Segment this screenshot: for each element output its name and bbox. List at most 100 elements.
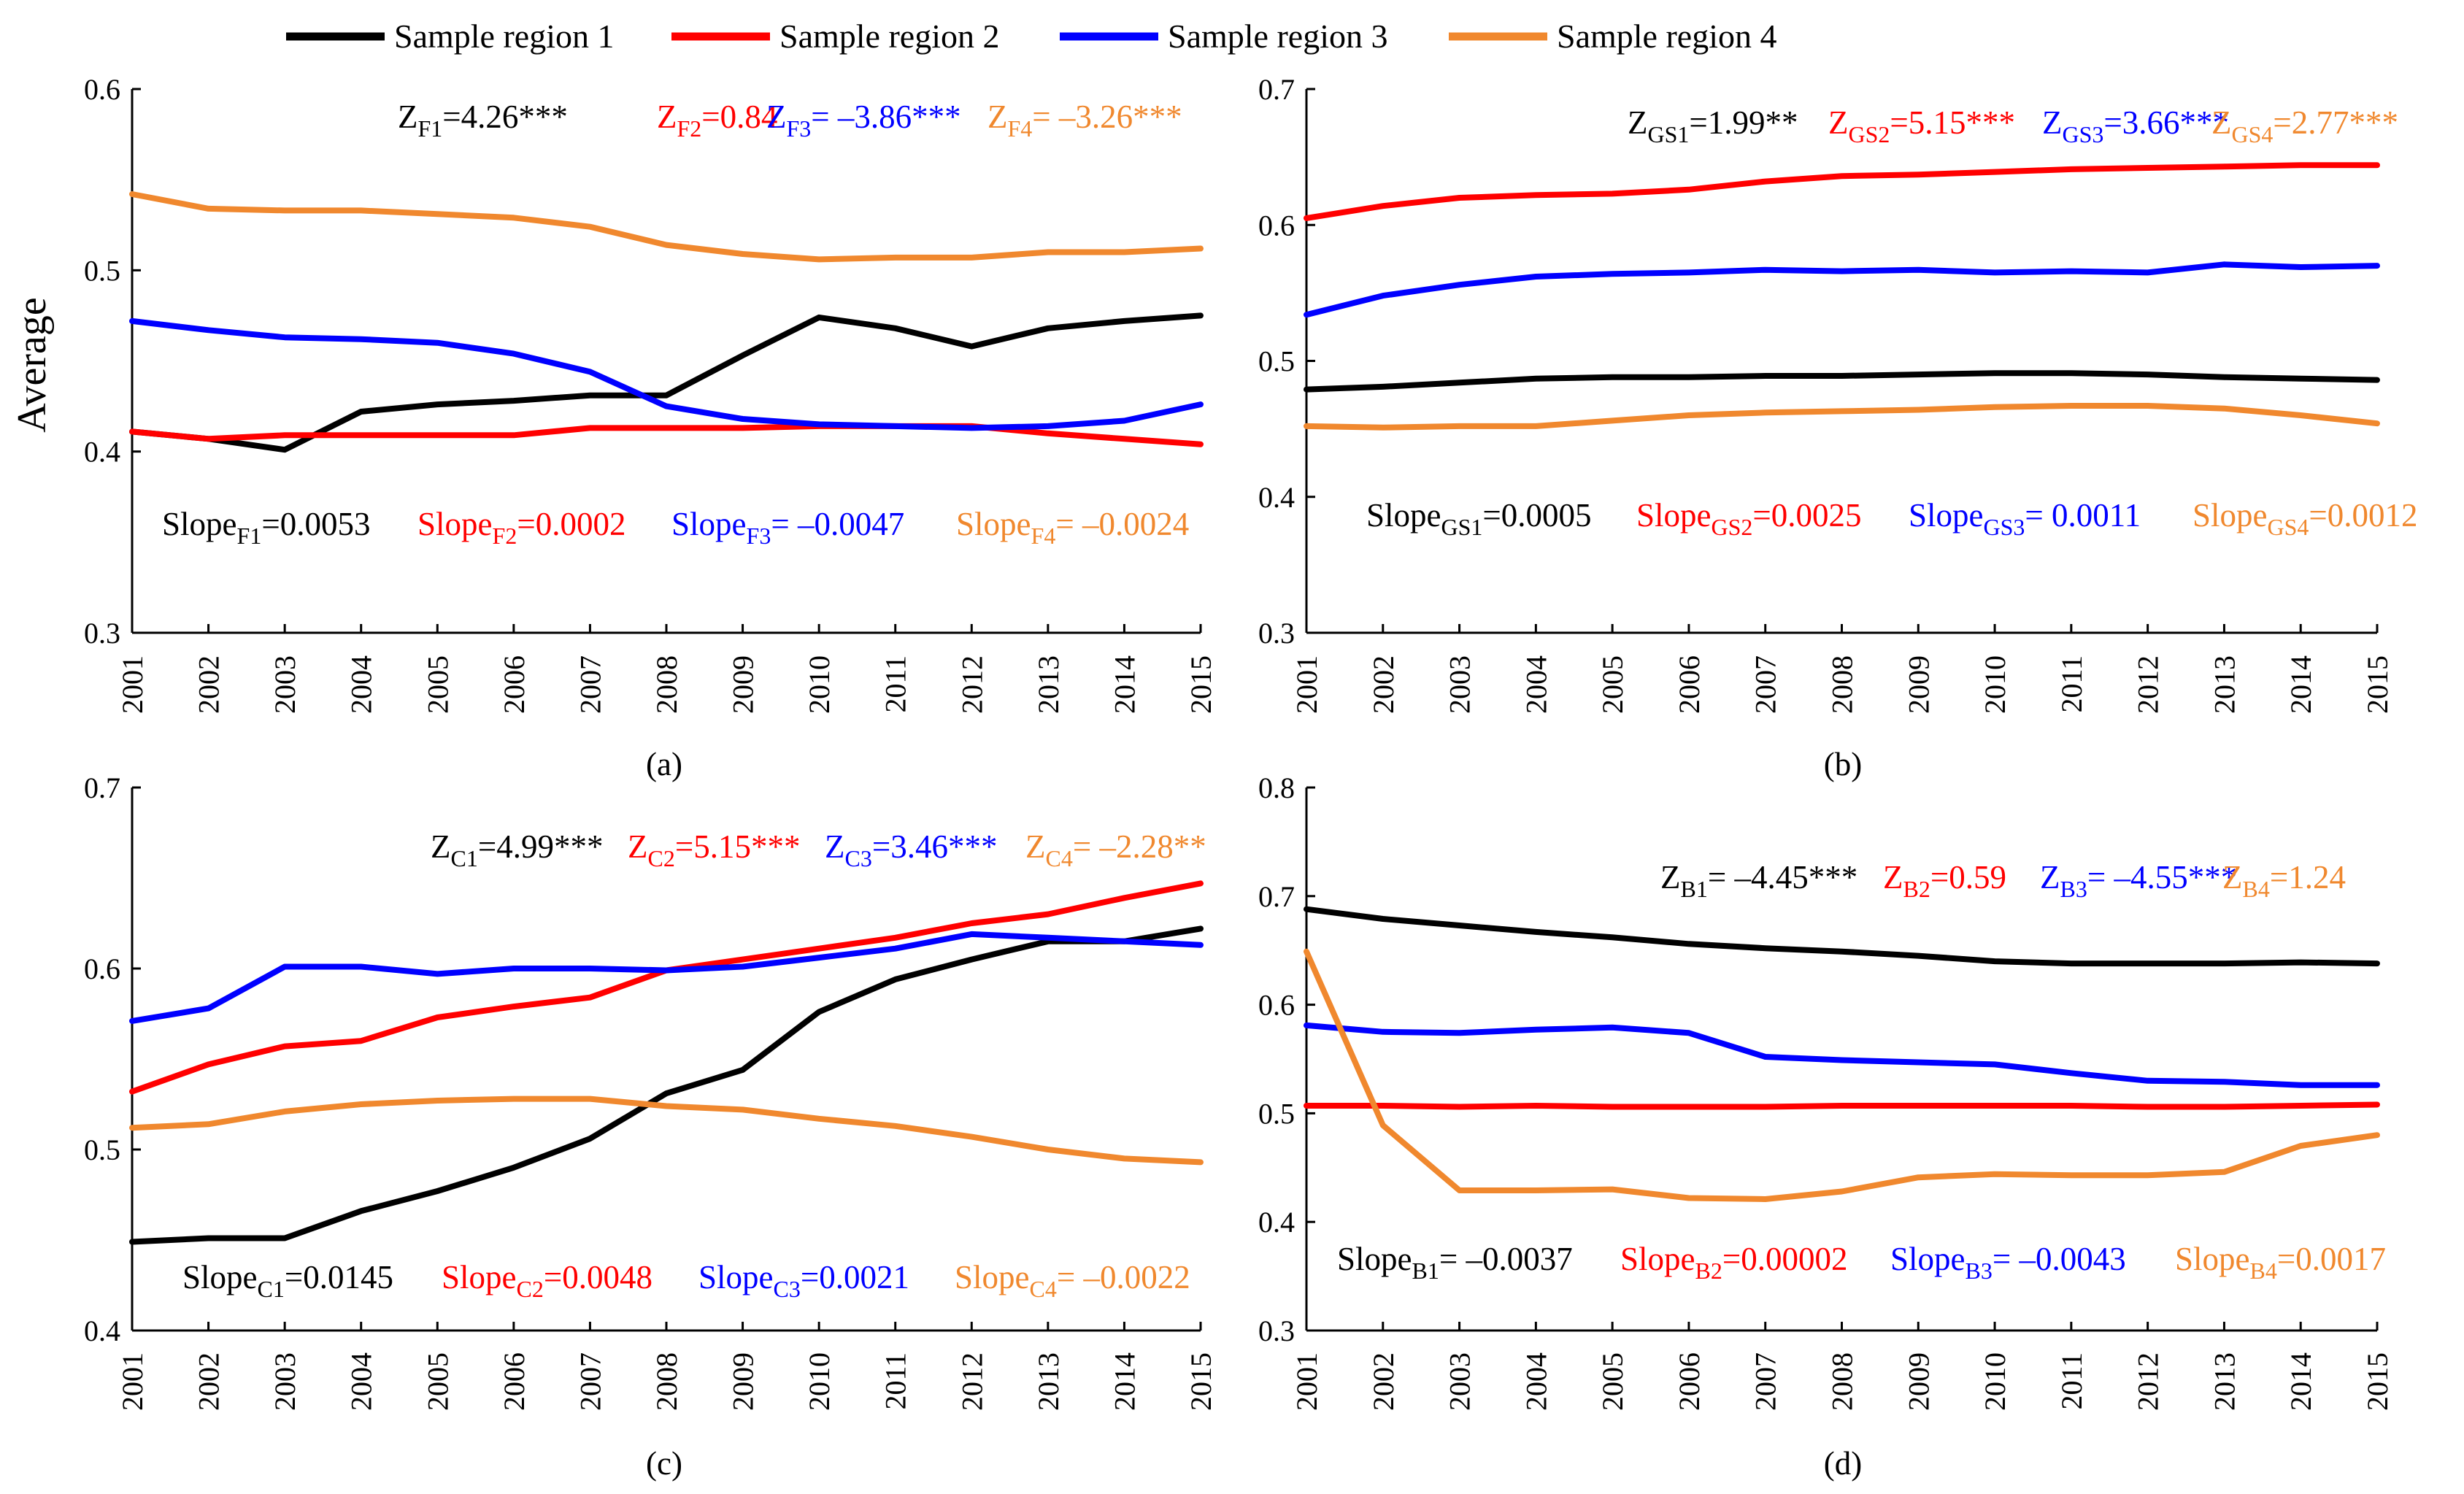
x-tick-label: 2015	[2361, 655, 2394, 714]
slope-symbol: Slope	[1337, 1241, 1412, 1277]
x-tick-label: 2013	[1032, 655, 1065, 714]
x-tick-label: 2004	[345, 1352, 378, 1411]
z-value: = –2.28**	[1073, 828, 1206, 865]
x-tick-label: 2003	[269, 655, 301, 714]
x-tick-label: 2015	[1185, 1352, 1217, 1411]
slope-symbol: Slope	[1636, 497, 1712, 534]
slope-value: = –0.0022	[1057, 1259, 1190, 1295]
series-line-region-3	[129, 931, 1204, 1024]
z-value: =2.77***	[2273, 104, 2398, 141]
x-tick-label: 2015	[1185, 655, 1217, 714]
x-tick-label: 2010	[1979, 1352, 2011, 1411]
slope-symbol: Slope	[182, 1259, 258, 1295]
series-line-region-1	[1304, 370, 2380, 393]
slope-symbol: Slope	[2192, 497, 2268, 534]
x-tick-label: 2013	[1032, 1352, 1065, 1411]
x-tick-label: 2005	[1596, 1352, 1629, 1411]
slope-value: =0.0002	[517, 506, 625, 542]
legend-label-region-3: Sample region 3	[1168, 18, 1388, 55]
slope-annotation-region-1: SlopeF1=0.0053	[162, 506, 370, 549]
z-annotation-region-4: ZF4= –3.26***	[987, 99, 1182, 142]
slope-annotation-region-1: SlopeB1= –0.0037	[1337, 1241, 1573, 1284]
chart-panel-d: 0.3 0.4 0.5 0.6 0.7 0.8 2001 2002 2003 2004 2005 20…	[1258, 771, 2394, 1482]
slope-symbol: Slope	[671, 506, 747, 542]
y-tick-label: 0.8	[1258, 771, 1295, 804]
slope-value: = –0.0043	[1993, 1241, 2126, 1277]
series-line-region-4	[1304, 403, 2380, 431]
series-group	[1304, 906, 2380, 1202]
y-tick-label: 0.4	[1258, 1206, 1295, 1239]
slope-annotation-region-3: SlopeB3= –0.0043	[1890, 1241, 2126, 1284]
z-symbol: Z	[2040, 859, 2060, 896]
slope-annotation-region-3: SlopeF3= –0.0047	[671, 506, 904, 549]
y-tick-label: 0.6	[1258, 989, 1295, 1022]
z-subscript: F4	[1008, 115, 1033, 142]
slope-subscript: B2	[1695, 1258, 1722, 1284]
x-tick-label: 2010	[1979, 655, 2011, 714]
x-tick-label: 2007	[1749, 655, 1782, 714]
slope-annotation-region-2: SlopeB2=0.00002	[1620, 1241, 1848, 1284]
x-tick-label: 2004	[345, 655, 378, 714]
z-symbol: Z	[1628, 104, 1648, 141]
slope-annotation-region-2: SlopeF2=0.0002	[417, 506, 625, 549]
z-symbol: Z	[431, 828, 451, 865]
slope-annotation-region-4: SlopeF4= –0.0024	[956, 506, 1189, 549]
slope-value: =0.0012	[2309, 497, 2417, 534]
x-tick-label: 2014	[1108, 1352, 1141, 1411]
z-annotation-region-1: ZC1=4.99***	[431, 828, 603, 871]
y-axis-title: Average	[9, 297, 55, 433]
z-annotation-region-2: ZGS2=5.15***	[1828, 104, 2015, 147]
x-tick-label: 2012	[2132, 655, 2165, 714]
series-line-region-4	[129, 1096, 1204, 1166]
slope-value: =0.0145	[285, 1259, 393, 1295]
slope-subscript: GS4	[2268, 514, 2309, 540]
x-tick-label: 2009	[727, 1352, 760, 1411]
y-tick-label: 0.3	[84, 617, 120, 650]
z-value: =5.15***	[675, 828, 801, 865]
series-line-region-3	[1304, 1022, 2380, 1088]
z-value: =4.99***	[478, 828, 604, 865]
x-tick-label: 2003	[1444, 655, 1477, 714]
z-symbol: Z	[657, 99, 677, 135]
x-tick-label: 2003	[269, 1352, 301, 1411]
x-tick-label: 2014	[2284, 1352, 2317, 1411]
x-tick-label: 2010	[803, 655, 836, 714]
slope-annotation-region-2: SlopeC2=0.0048	[442, 1259, 652, 1302]
slope-value: =0.0021	[801, 1259, 909, 1295]
x-tick-label: 2005	[421, 1352, 454, 1411]
series-line-region-4	[129, 191, 1204, 263]
y-tick-label: 0.4	[84, 436, 120, 469]
slope-annotation-region-3: SlopeGS3= 0.0011	[1909, 497, 2141, 540]
panel-label: (a)	[646, 746, 682, 782]
x-tick-label: 2008	[1826, 1352, 1859, 1411]
panel-label: (d)	[1824, 1445, 1862, 1482]
z-annotation-region-2: ZF2=0.84	[657, 99, 777, 142]
series-line-region-2	[1304, 162, 2380, 221]
slope-subscript: F1	[237, 523, 262, 549]
z-value: =0.59	[1930, 859, 2006, 896]
slope-value: =0.0025	[1752, 497, 1861, 534]
series-line-region-2	[1304, 1101, 2380, 1110]
z-subscript: B4	[2243, 876, 2270, 902]
z-subscript: F3	[787, 115, 812, 142]
x-tick-label: 2013	[2208, 655, 2241, 714]
slope-value: =0.0048	[544, 1259, 652, 1295]
y-tick-label: 0.4	[1258, 481, 1295, 514]
x-tick-label: 2013	[2208, 1352, 2241, 1411]
x-tick-label: 2005	[421, 655, 454, 714]
x-tick-label: 2001	[1290, 655, 1323, 714]
z-value: =1.24	[2270, 859, 2346, 896]
z-subscript: F2	[677, 115, 702, 142]
slope-annotation-region-4: SlopeB4=0.0017	[2175, 1241, 2386, 1284]
z-symbol: Z	[987, 99, 1008, 135]
slope-value: = –0.0047	[771, 506, 904, 542]
legend-label-region-4: Sample region 4	[1557, 18, 1777, 55]
legend-label-region-1: Sample region 1	[394, 18, 615, 55]
slope-subscript: B1	[1412, 1258, 1439, 1284]
chart-panel-c: 0.4 0.5 0.6 0.7 2001 2002 2003 2004 2005 2006 2007…	[84, 771, 1217, 1482]
y-tick-label: 0.5	[84, 254, 120, 287]
z-symbol: Z	[1025, 828, 1046, 865]
y-tick-label: 0.6	[84, 73, 120, 106]
x-tick-label: 2006	[1673, 655, 1706, 714]
